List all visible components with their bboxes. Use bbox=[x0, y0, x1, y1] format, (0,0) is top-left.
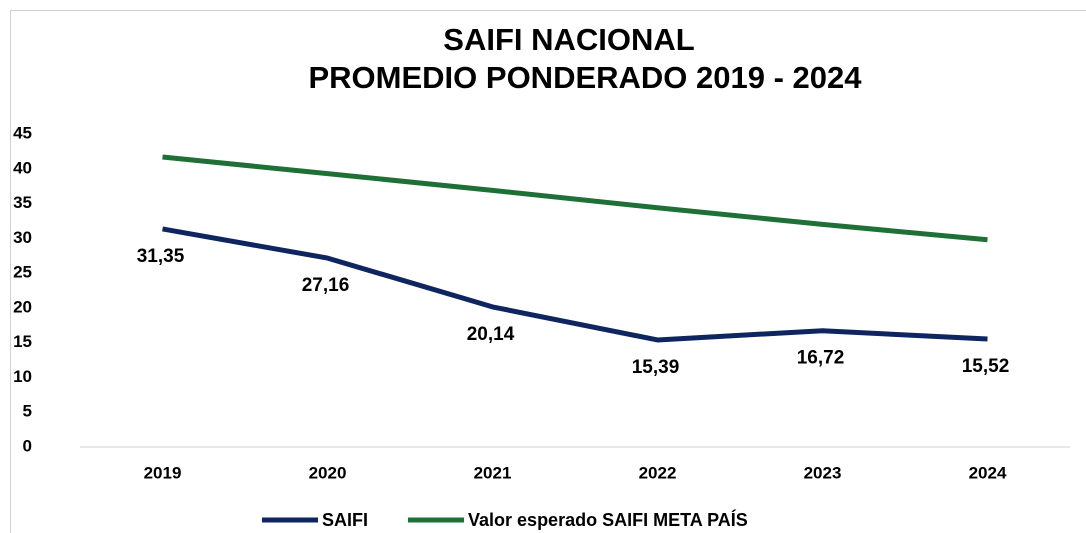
series-line bbox=[162, 154, 988, 243]
chart-subtitle: PROMEDIO PONDERADO 2019 - 2024 bbox=[308, 60, 862, 95]
series-line bbox=[162, 226, 988, 343]
data-label: 15,52 bbox=[962, 356, 1010, 377]
y-tick-label: 25 bbox=[13, 263, 32, 282]
y-tick-label: 5 bbox=[23, 402, 32, 421]
y-tick-label: 30 bbox=[13, 228, 32, 247]
data-label: 31,35 bbox=[137, 246, 185, 267]
chart-title: SAIFI NACIONAL bbox=[443, 22, 694, 57]
y-tick-label: 15 bbox=[13, 332, 32, 351]
data-label: 15,39 bbox=[632, 357, 680, 378]
chart-border bbox=[10, 10, 1086, 533]
data-label: 16,72 bbox=[797, 348, 845, 369]
y-tick-label: 20 bbox=[13, 297, 32, 316]
data-label: 27,16 bbox=[302, 275, 350, 296]
x-tick-label: 2021 bbox=[474, 463, 512, 482]
legend-label: Valor esperado SAIFI META PAÍS bbox=[468, 509, 748, 530]
y-tick-label: 45 bbox=[13, 123, 32, 142]
legend-label: SAIFI bbox=[322, 510, 368, 530]
y-tick-label: 10 bbox=[13, 367, 32, 386]
y-tick-label: 0 bbox=[23, 436, 32, 455]
x-tick-label: 2023 bbox=[804, 463, 842, 482]
data-label: 20,14 bbox=[467, 324, 515, 345]
y-tick-label: 35 bbox=[13, 193, 32, 212]
x-tick-label: 2024 bbox=[969, 463, 1007, 482]
y-tick-label: 40 bbox=[13, 158, 32, 177]
x-tick-label: 2019 bbox=[144, 463, 182, 482]
x-tick-label: 2020 bbox=[309, 463, 347, 482]
x-tick-label: 2022 bbox=[639, 463, 677, 482]
